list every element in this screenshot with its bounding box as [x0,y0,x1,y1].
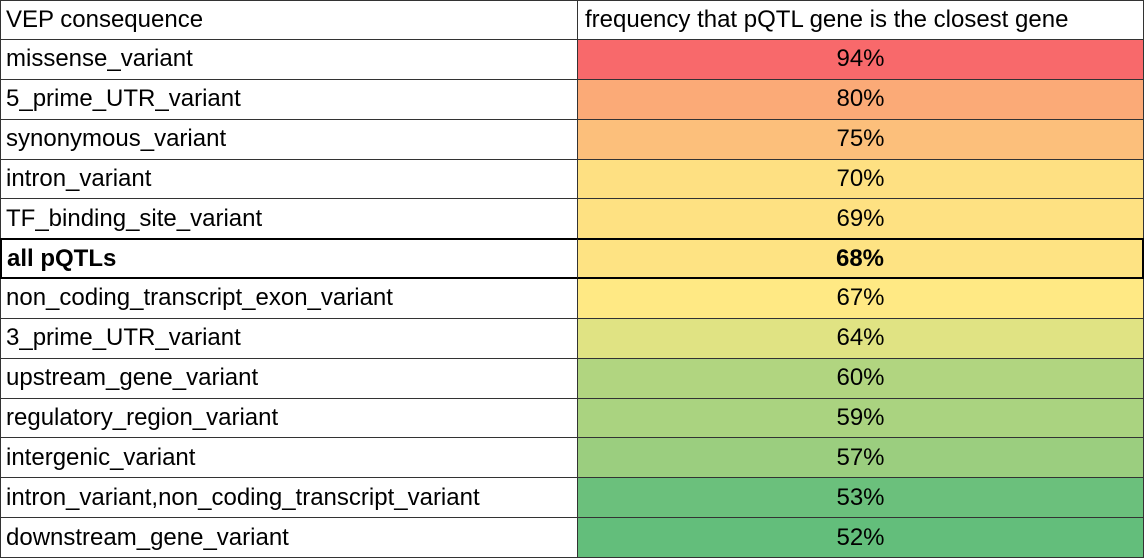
table-row: downstream_gene_variant 52% [0,518,1144,558]
frequency-cell: 69% [578,199,1144,240]
consequence-cell: downstream_gene_variant [0,518,578,558]
header-row: VEP consequence frequency that pQTL gene… [0,0,1144,40]
frequency-cell: 64% [578,318,1144,359]
consequence-cell: intron_variant,non_coding_transcript_var… [0,478,578,519]
table-row: TF_binding_site_variant 69% [0,199,1144,240]
table-row: upstream_gene_variant 60% [0,358,1144,399]
table-row: missense_variant 94% [0,40,1144,80]
consequence-cell: missense_variant [0,40,578,80]
consequence-cell: TF_binding_site_variant [0,199,578,240]
frequency-cell: 80% [578,79,1144,120]
frequency-cell: 57% [578,438,1144,479]
frequency-cell: 60% [578,358,1144,399]
consequence-cell: synonymous_variant [0,119,578,160]
frequency-cell: 68% [578,238,1144,280]
consequence-cell: intron_variant [0,159,578,200]
table-row: intergenic_variant 57% [0,438,1144,479]
header-cell: VEP consequence [0,0,578,40]
table-row: 5_prime_UTR_variant 80% [0,79,1144,120]
header-cell: frequency that pQTL gene is the closest … [578,0,1144,40]
table-row: intron_variant,non_coding_transcript_var… [0,478,1144,519]
consequence-cell: all pQTLs [0,238,578,280]
frequency-cell: 67% [578,279,1144,319]
frequency-cell: 70% [578,159,1144,200]
table-row: non_coding_transcript_exon_variant 67% [0,279,1144,319]
frequency-cell: 75% [578,119,1144,160]
table-row: 3_prime_UTR_variant 64% [0,318,1144,359]
frequency-cell: 52% [578,518,1144,558]
frequency-cell: 53% [578,478,1144,519]
consequence-cell: 5_prime_UTR_variant [0,79,578,120]
consequence-cell: non_coding_transcript_exon_variant [0,279,578,319]
consequence-cell: intergenic_variant [0,438,578,479]
table-row: synonymous_variant 75% [0,119,1144,160]
frequency-cell: 94% [578,40,1144,80]
consequence-cell: regulatory_region_variant [0,398,578,439]
table-row: intron_variant 70% [0,159,1144,200]
frequency-cell: 59% [578,398,1144,439]
consequence-cell: 3_prime_UTR_variant [0,318,578,359]
table-row: all pQTLs 68% [0,238,1144,280]
consequence-cell: upstream_gene_variant [0,358,578,399]
table-row: regulatory_region_variant 59% [0,398,1144,439]
